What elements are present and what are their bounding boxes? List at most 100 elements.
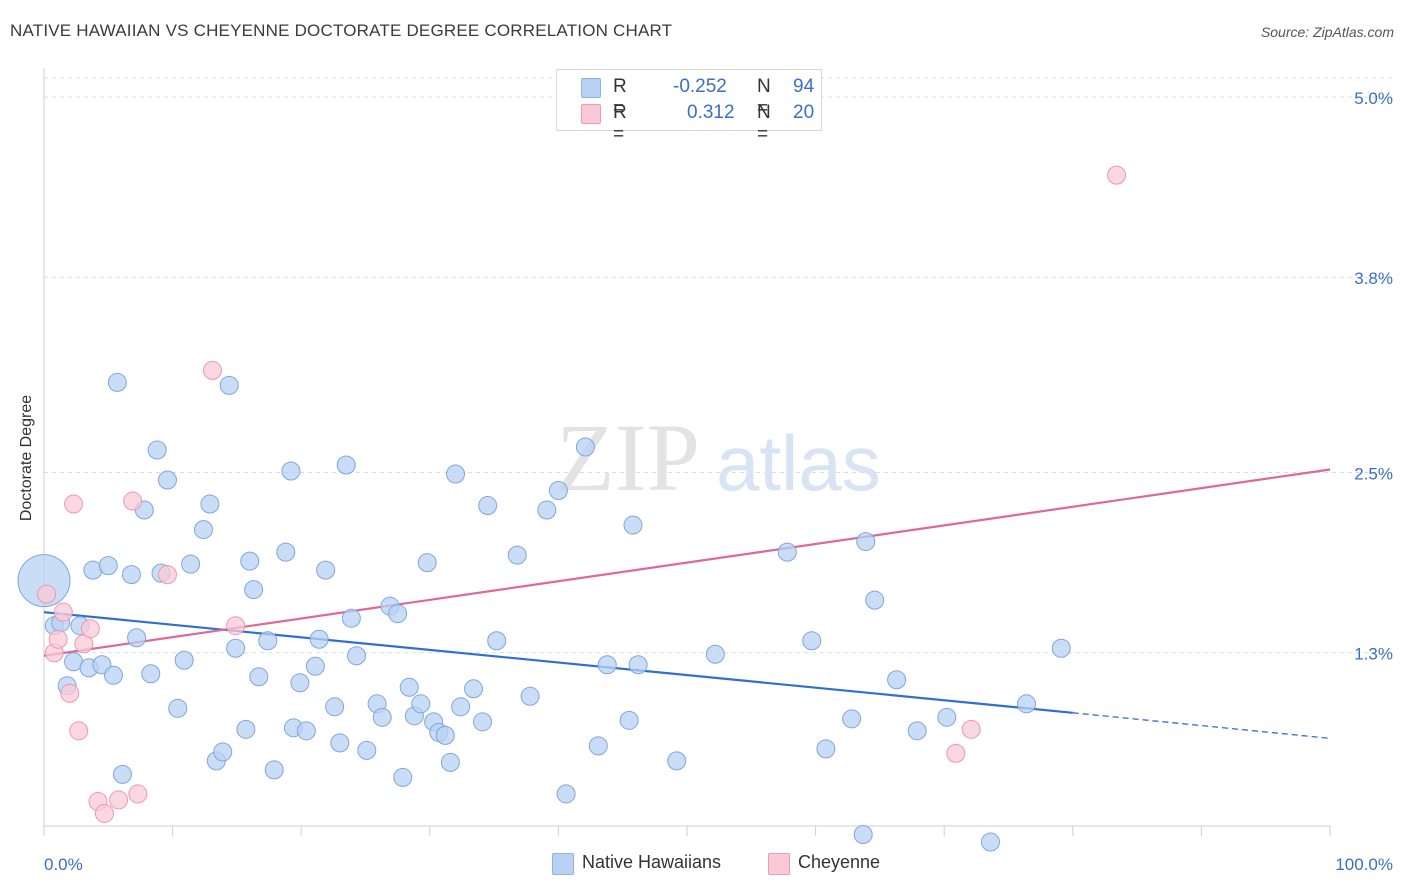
point-native-hawaiian [264,760,284,780]
r-label: R = [613,102,627,145]
trendline-native-hawaiians-extension [1072,712,1331,740]
trend-lines [43,468,1331,740]
point-native-hawaiian [372,707,392,727]
stats-legend: R = -0.252 N = 94 R = 0.312 N = 20 [556,69,822,145]
point-native-hawaiian [907,721,927,741]
point-native-hawaiian [816,739,836,759]
point-cheyenne [37,584,57,604]
source-label: Source: ZipAtlas.com [1260,24,1394,40]
point-native-hawaiian [296,721,316,741]
n-value: 20 [793,102,815,123]
point-native-hawaiian [281,461,301,481]
point-cheyenne [48,629,68,649]
point-native-hawaiian [507,545,527,565]
point-cheyenne [157,565,177,585]
point-native-hawaiian [157,470,177,490]
trendline-cheyenne [43,468,1331,657]
legend-swatch-blue [581,78,601,98]
point-native-hawaiian [141,664,161,684]
point-native-hawaiian [440,752,460,772]
point-native-hawaiian [346,646,366,666]
point-native-hawaiian [478,496,498,516]
point-native-hawaiian [628,655,648,675]
point-cheyenne [64,494,84,514]
point-native-hawaiian [103,665,123,685]
r-value: 0.312 [687,102,735,123]
point-native-hawaiian [417,553,437,573]
point-native-hawaiian [236,719,256,739]
y-tick-label: 1.3% [1354,645,1393,664]
point-native-hawaiian [597,655,617,675]
x-tick-label-max: 100.0% [1335,855,1393,874]
point-cheyenne [80,619,100,639]
watermark-atlas: atlas [716,419,881,507]
x-tick-label-min: 0.0% [44,855,83,874]
r-label: R = [613,76,627,119]
point-native-hawaiian [853,824,873,844]
point-native-hawaiian [276,542,296,562]
point-native-hawaiian [435,725,455,745]
point-native-hawaiian [316,560,336,580]
point-native-hawaiian [174,650,194,670]
point-cheyenne [69,721,89,741]
legend-label: Native Hawaiians [582,852,722,872]
point-native-hawaiian [1051,638,1071,658]
point-native-hawaiian [193,520,213,540]
n-label: N = [757,102,771,145]
point-cheyenne [128,784,148,804]
point-native-hawaiian [623,515,643,535]
point-native-hawaiian [464,679,484,699]
point-native-hawaiian [980,832,1000,852]
point-native-hawaiian [244,580,264,600]
point-native-hawaiian [937,707,957,727]
point-native-hawaiian [341,608,361,628]
point-native-hawaiian [446,464,466,484]
watermark: ZIP atlas [556,404,881,511]
chart-title: NATIVE HAWAIIAN VS CHEYENNE DOCTORATE DE… [10,21,673,40]
point-native-hawaiian [305,656,325,676]
point-native-hawaiian [777,542,797,562]
point-native-hawaiian [619,710,639,730]
point-native-hawaiian [336,455,356,475]
point-native-hawaiian [200,494,220,514]
point-cheyenne [202,360,222,380]
n-label: N = [757,76,771,119]
point-native-hawaiian [520,686,540,706]
legend-swatch-blue [552,853,574,875]
axes [43,68,1331,836]
point-native-hawaiian [258,631,278,651]
point-native-hawaiian [357,740,377,760]
point-native-hawaiian [330,733,350,753]
point-native-hawaiian [388,604,408,624]
point-native-hawaiian [548,481,568,501]
point-native-hawaiian [17,554,71,608]
point-native-hawaiian [107,372,127,392]
point-native-hawaiian [556,784,576,804]
point-native-hawaiian [290,673,310,693]
point-cheyenne [1107,165,1127,185]
r-value: -0.252 [673,76,727,97]
point-native-hawaiian [575,437,595,457]
point-native-hawaiian [537,500,557,520]
point-cheyenne [60,683,80,703]
y-tick-label: 5.0% [1354,89,1393,108]
point-native-hawaiian [887,670,907,690]
point-cheyenne [226,616,246,636]
point-native-hawaiian [399,677,419,697]
point-cheyenne [123,491,143,511]
point-native-hawaiian [705,644,725,664]
point-native-hawaiian [473,712,493,732]
tick-labels: 1.3% 2.5% 3.8% 5.0% 0.0% 100.0% [44,89,1393,874]
point-native-hawaiian [98,556,118,576]
point-native-hawaiian [393,767,413,787]
point-native-hawaiian [667,751,687,771]
point-native-hawaiian [213,742,233,762]
point-native-hawaiian [487,631,507,651]
point-native-hawaiian [240,551,260,571]
n-value: 94 [793,76,815,97]
point-native-hawaiian [451,697,471,717]
y-tick-label: 2.5% [1354,465,1393,484]
legend-swatch-pink [768,853,790,875]
point-native-hawaiian [112,764,132,784]
